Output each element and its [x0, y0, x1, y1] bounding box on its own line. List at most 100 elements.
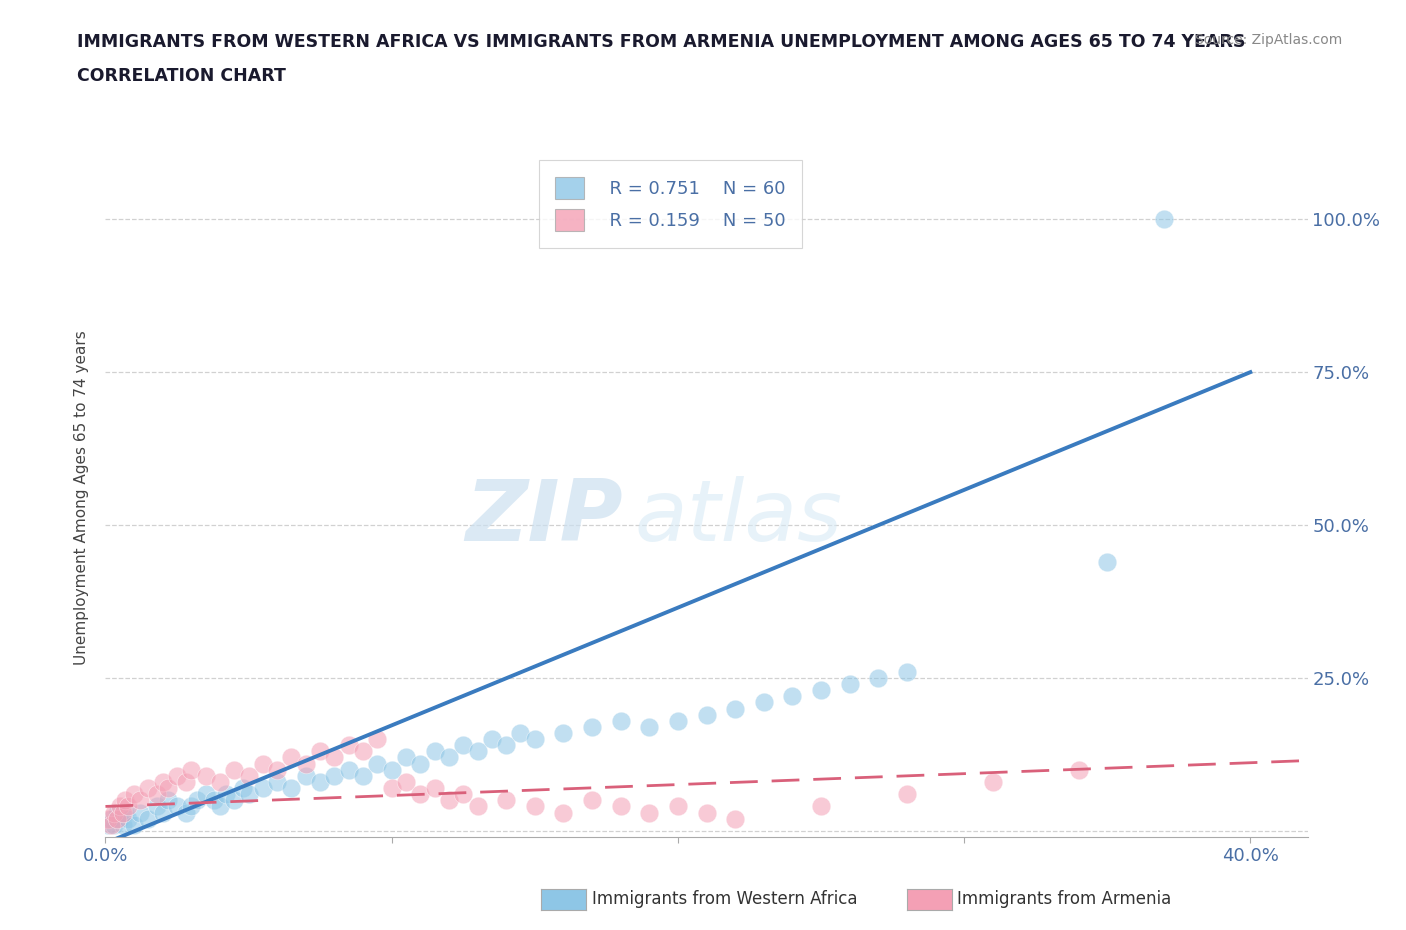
Point — [609, 713, 631, 728]
Point — [323, 768, 346, 783]
Point — [481, 732, 503, 747]
Point — [323, 751, 346, 765]
Point — [395, 751, 418, 765]
Point — [810, 799, 832, 814]
Point — [100, 811, 122, 826]
Point — [166, 799, 188, 814]
Point — [451, 737, 474, 752]
Text: IMMIGRANTS FROM WESTERN AFRICA VS IMMIGRANTS FROM ARMENIA UNEMPLOYMENT AMONG AGE: IMMIGRANTS FROM WESTERN AFRICA VS IMMIGR… — [77, 33, 1246, 50]
Y-axis label: Unemployment Among Ages 65 to 74 years: Unemployment Among Ages 65 to 74 years — [75, 330, 90, 665]
Point — [146, 799, 169, 814]
Point — [105, 805, 128, 820]
Point — [194, 768, 217, 783]
Text: Source: ZipAtlas.com: Source: ZipAtlas.com — [1195, 33, 1343, 46]
Text: ZIP: ZIP — [465, 476, 623, 560]
Point — [381, 780, 404, 795]
Point — [266, 775, 288, 790]
Point — [114, 805, 136, 820]
Point — [981, 775, 1004, 790]
Point — [252, 756, 274, 771]
Text: Immigrants from Armenia: Immigrants from Armenia — [957, 890, 1171, 909]
Point — [174, 805, 197, 820]
Point — [295, 768, 318, 783]
Point — [810, 683, 832, 698]
Point — [337, 763, 360, 777]
Point — [224, 793, 246, 808]
Point — [724, 811, 747, 826]
Point — [666, 799, 689, 814]
Point — [138, 780, 160, 795]
Point — [180, 799, 202, 814]
Text: CORRELATION CHART: CORRELATION CHART — [77, 67, 287, 85]
Point — [366, 756, 388, 771]
Point — [122, 787, 145, 802]
Point — [100, 817, 122, 832]
Point — [208, 799, 231, 814]
Point — [252, 780, 274, 795]
Point — [108, 811, 131, 826]
Point — [232, 780, 254, 795]
Point — [103, 817, 125, 832]
Point — [108, 799, 131, 814]
Point — [366, 732, 388, 747]
Point — [724, 701, 747, 716]
Point — [97, 817, 120, 832]
Point — [467, 799, 489, 814]
Point — [495, 793, 517, 808]
Point — [152, 805, 174, 820]
Point — [523, 732, 546, 747]
Point — [395, 775, 418, 790]
Point — [97, 811, 120, 826]
Point — [295, 756, 318, 771]
Point — [337, 737, 360, 752]
Point — [152, 775, 174, 790]
Point — [105, 811, 128, 826]
Point — [509, 725, 531, 740]
Point — [117, 799, 139, 814]
Point — [896, 664, 918, 679]
Point — [111, 817, 134, 832]
Point — [696, 707, 718, 722]
Point — [111, 805, 134, 820]
Point — [114, 793, 136, 808]
Point — [128, 805, 150, 820]
Point — [128, 793, 150, 808]
Legend:   R = 0.751    N = 60,   R = 0.159    N = 50: R = 0.751 N = 60, R = 0.159 N = 50 — [538, 160, 803, 247]
Point — [409, 756, 432, 771]
Point — [1153, 212, 1175, 227]
Point — [523, 799, 546, 814]
Point — [214, 787, 236, 802]
Point — [581, 720, 603, 735]
Point — [146, 787, 169, 802]
Point — [186, 793, 208, 808]
Point — [437, 751, 460, 765]
Point — [423, 780, 446, 795]
Point — [553, 725, 575, 740]
Point — [553, 805, 575, 820]
Point — [409, 787, 432, 802]
Point — [238, 768, 260, 783]
Point — [352, 768, 374, 783]
Point — [309, 775, 332, 790]
Point — [581, 793, 603, 808]
Point — [451, 787, 474, 802]
Point — [609, 799, 631, 814]
Point — [224, 763, 246, 777]
Point — [696, 805, 718, 820]
Point — [868, 671, 890, 685]
Point — [782, 689, 804, 704]
Point — [423, 744, 446, 759]
Point — [180, 763, 202, 777]
Point — [117, 811, 139, 826]
Point — [437, 793, 460, 808]
Point — [896, 787, 918, 802]
Point — [752, 695, 775, 710]
Text: Immigrants from Western Africa: Immigrants from Western Africa — [592, 890, 858, 909]
Point — [280, 751, 302, 765]
Point — [266, 763, 288, 777]
Point — [157, 780, 180, 795]
Point — [238, 787, 260, 802]
Point — [202, 793, 225, 808]
Point — [666, 713, 689, 728]
Point — [638, 805, 661, 820]
